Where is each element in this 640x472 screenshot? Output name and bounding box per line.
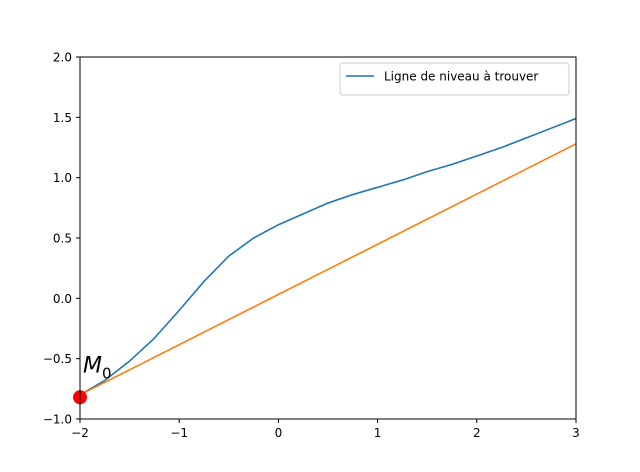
y-tick-label: 1.5 <box>53 111 72 125</box>
x-tick-label: 2 <box>473 426 481 440</box>
y-tick-label: −0.5 <box>43 352 72 366</box>
point-label-M0: M0 <box>83 353 112 382</box>
x-tick-label: 0 <box>275 426 283 440</box>
series-line-2 <box>80 142 576 396</box>
legend-label: Ligne de niveau à trouver <box>384 70 538 84</box>
x-tick-label: 1 <box>374 426 382 440</box>
y-tick-label: 2.0 <box>53 51 72 65</box>
point-label-subscript: 0 <box>102 364 112 382</box>
y-tick-label: 1.0 <box>53 171 72 185</box>
y-tick-label: 0.0 <box>53 292 72 306</box>
axes: −2 −1 0 1 2 3 −1.0 −0.5 0.0 0.5 1.0 1.5 2.0 <box>43 51 580 441</box>
legend: Ligne de niveau à trouver <box>339 62 570 96</box>
x-tick-label: −1 <box>170 426 188 440</box>
x-tick-label: −2 <box>71 426 89 440</box>
series-line-1 <box>80 117 576 396</box>
x-tick-label: 3 <box>572 426 580 440</box>
legend-box <box>339 62 570 96</box>
y-tick-label: 0.5 <box>53 232 72 246</box>
y-tick-label: −1.0 <box>43 413 72 427</box>
point-label-main: M <box>83 353 102 378</box>
